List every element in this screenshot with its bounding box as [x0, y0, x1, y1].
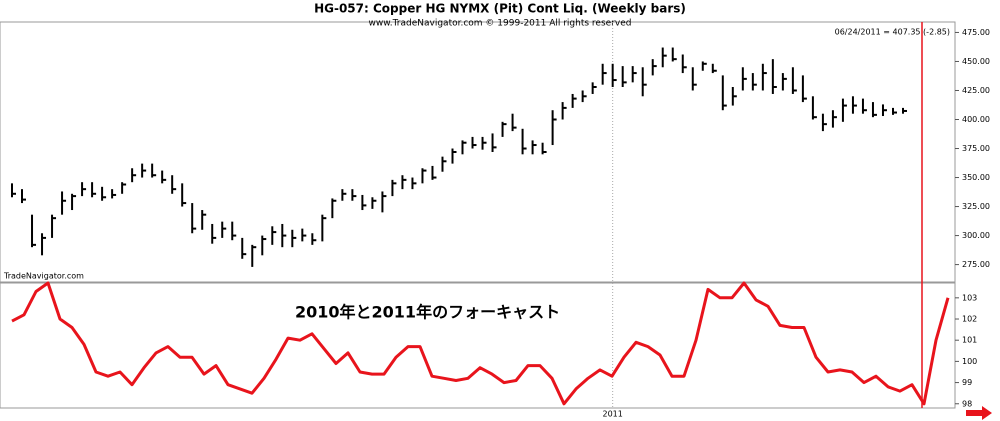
- y-tick-label: 98: [962, 399, 972, 408]
- y-tick-label: 99: [962, 378, 972, 387]
- chart-title: HG-057: Copper HG NYMX (Pit) Cont Liq. (…: [314, 2, 686, 16]
- y-tick-label: 325.00: [962, 202, 990, 211]
- arrow-icon: [966, 406, 992, 420]
- y-tick-label: 475.00: [962, 28, 990, 37]
- y-tick-label: 350.00: [962, 173, 990, 182]
- y-tick-label: 300.00: [962, 231, 990, 240]
- y-tick-label: 425.00: [962, 86, 990, 95]
- forecast-line: [11, 281, 950, 406]
- y-tick-label: 102: [962, 315, 977, 324]
- x-tick-label: 2011: [602, 410, 622, 419]
- last-value-note: 06/24/2011 = 407.35 (-2.85): [835, 28, 950, 37]
- y-tick-label: 101: [962, 336, 977, 345]
- watermark: TradeNavigator.com: [3, 272, 84, 281]
- y-tick-label: 400.00: [962, 115, 990, 124]
- y-tick-label: 275.00: [962, 260, 990, 269]
- price-panel: [0, 21, 956, 283]
- forecast-panel: [0, 282, 956, 409]
- y-tick-label: 103: [962, 293, 977, 302]
- y-tick-label: 450.00: [962, 57, 990, 66]
- forecast-label: 2010年と2011年のフォーキャスト: [295, 303, 560, 322]
- y-tick-label: 375.00: [962, 144, 990, 153]
- y-tick-label: 100: [962, 357, 977, 366]
- chart-subtitle: www.TradeNavigator.com © 1999-2011 All r…: [369, 19, 632, 29]
